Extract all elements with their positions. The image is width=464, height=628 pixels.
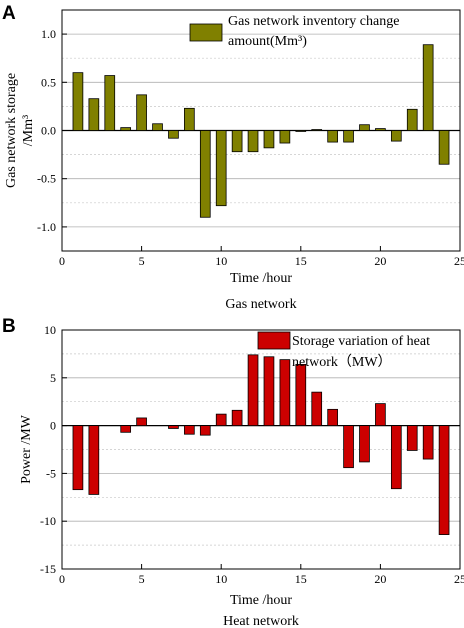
bar — [104, 75, 116, 131]
bar — [152, 123, 163, 131]
bar — [375, 128, 386, 131]
legend: Storage variation of heat network（MW） — [257, 331, 430, 370]
legend-label: Gas network inventory change — [228, 14, 399, 29]
bar — [199, 130, 211, 218]
bar — [88, 98, 100, 131]
bar — [422, 44, 434, 131]
x-tick-label: 10 — [215, 254, 227, 268]
bar — [343, 130, 354, 143]
bar — [72, 425, 84, 491]
bar — [406, 425, 418, 451]
plot-frame — [61, 329, 461, 570]
x-tick-label: 15 — [295, 572, 307, 586]
bar — [343, 425, 354, 469]
bar — [199, 425, 211, 436]
bar — [263, 130, 275, 149]
y-tick-label: -1.0 — [37, 220, 56, 234]
bar — [120, 127, 132, 131]
x-tick-label: 15 — [295, 254, 307, 268]
x-tick-label: 25 — [454, 254, 464, 268]
bar — [247, 354, 259, 426]
x-tick-label: 0 — [59, 254, 65, 268]
legend-label: network（MW） — [292, 354, 392, 370]
bar — [263, 356, 275, 427]
x-tick-label: 5 — [139, 572, 145, 586]
bar — [295, 364, 307, 426]
bar — [390, 130, 402, 142]
legend-label: Storage variation of heat — [292, 334, 430, 349]
bar — [438, 130, 450, 165]
y-axis-label: Power /MW — [19, 414, 34, 484]
x-axis-label: Time /hour — [230, 593, 292, 608]
legend: Gas network inventory change amount(Mm³) — [189, 14, 399, 49]
x-tick-label: 10 — [215, 572, 227, 586]
bar — [120, 425, 132, 433]
panel-caption: Gas network — [225, 297, 296, 312]
y-axis-label: Gas network storage/Mm³ — [4, 73, 36, 188]
bar — [136, 94, 147, 131]
bar — [231, 409, 243, 426]
bar — [327, 408, 338, 426]
bar — [215, 413, 227, 426]
y-axis-label-line: Power /MW — [19, 414, 34, 484]
y-tick-label: 1.0 — [41, 27, 56, 41]
y-axis-label-line: /Mm³ — [21, 115, 36, 146]
x-tick-label: 25 — [454, 572, 464, 586]
y-tick-label: 0.5 — [41, 75, 56, 89]
bar — [375, 403, 386, 427]
bar — [136, 417, 147, 426]
bar — [295, 130, 307, 132]
legend-swatch — [257, 331, 291, 350]
y-tick-label: -5 — [46, 466, 56, 480]
bar — [72, 72, 84, 131]
chart-panel-a: A 0 5 10 15 20 25 -1.0 -0.5 0.0 0.5 1.0 Time /hour Ga… — [2, 3, 464, 312]
bar — [422, 425, 434, 460]
bar — [359, 425, 370, 463]
y-tick-label: 0 — [50, 419, 56, 433]
bar — [88, 425, 100, 495]
legend-swatch — [189, 23, 223, 42]
y-tick-label: -10 — [40, 514, 56, 528]
bar — [184, 425, 195, 435]
bar — [168, 425, 179, 429]
bar — [390, 425, 402, 490]
panel-letter: A — [2, 3, 16, 24]
bar — [438, 425, 450, 535]
y-tick-label: 10 — [44, 323, 56, 337]
y-axis-label-line: Gas network storage — [4, 73, 19, 188]
bar — [247, 130, 259, 153]
x-tick-label: 5 — [139, 254, 145, 268]
y-tick-label: -15 — [40, 562, 56, 576]
bar — [168, 130, 179, 139]
y-tick-label: -0.5 — [37, 172, 56, 186]
bar — [311, 391, 323, 427]
bar — [215, 130, 227, 207]
x-tick-label: 20 — [374, 254, 386, 268]
bar — [184, 107, 195, 131]
bar — [406, 108, 418, 131]
panel-caption: Heat network — [223, 614, 299, 628]
bar — [327, 130, 338, 143]
bar — [359, 124, 370, 131]
y-tick-label: 0.0 — [41, 124, 56, 138]
x-axis-label: Time /hour — [230, 271, 292, 286]
bar — [311, 129, 323, 131]
y-tick-label: 5 — [50, 371, 56, 385]
panel-letter: B — [2, 316, 16, 337]
bar — [231, 130, 243, 153]
bar — [279, 130, 291, 144]
bar — [279, 359, 291, 426]
x-tick-label: 20 — [374, 572, 386, 586]
x-tick-label: 0 — [59, 572, 65, 586]
legend-label: amount(Mm³) — [228, 34, 307, 49]
